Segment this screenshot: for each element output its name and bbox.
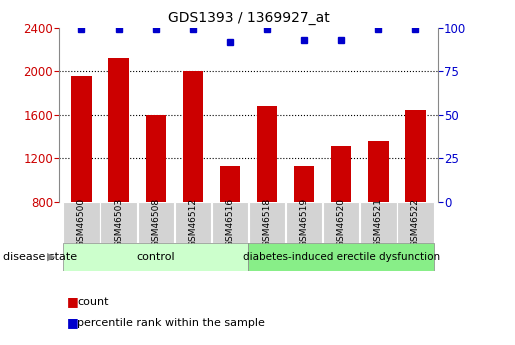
Text: GSM46503: GSM46503 <box>114 198 123 247</box>
Bar <box>183 71 203 202</box>
Bar <box>249 202 285 243</box>
Text: GSM46516: GSM46516 <box>226 198 234 247</box>
Text: GSM46518: GSM46518 <box>263 198 271 247</box>
Bar <box>108 58 129 202</box>
Text: ■: ■ <box>67 295 79 308</box>
Bar <box>257 106 277 202</box>
Bar <box>405 110 426 202</box>
Text: ▶: ▶ <box>47 252 56 262</box>
Text: diabetes-induced erectile dysfunction: diabetes-induced erectile dysfunction <box>243 252 440 262</box>
Bar <box>331 146 351 202</box>
Bar <box>175 202 211 243</box>
Bar <box>212 202 248 243</box>
Bar <box>248 243 434 271</box>
Bar <box>368 141 389 202</box>
Text: GSM46508: GSM46508 <box>151 198 160 247</box>
Text: GSM46512: GSM46512 <box>188 198 197 247</box>
Text: GSM46522: GSM46522 <box>411 198 420 247</box>
Bar <box>286 202 322 243</box>
Text: disease state: disease state <box>3 252 77 262</box>
Bar <box>100 202 137 243</box>
Bar <box>63 243 248 271</box>
Bar <box>294 166 314 202</box>
Bar <box>360 202 397 243</box>
Text: GSM46521: GSM46521 <box>374 198 383 247</box>
Text: control: control <box>136 252 175 262</box>
Title: GDS1393 / 1369927_at: GDS1393 / 1369927_at <box>167 11 330 25</box>
Text: GSM46500: GSM46500 <box>77 198 86 247</box>
Bar <box>323 202 359 243</box>
Bar <box>63 202 100 243</box>
Bar <box>397 202 434 243</box>
Text: ■: ■ <box>67 316 79 329</box>
Bar <box>220 166 240 202</box>
Bar <box>71 76 92 202</box>
Bar <box>146 115 166 202</box>
Text: GSM46519: GSM46519 <box>300 198 308 247</box>
Text: GSM46520: GSM46520 <box>337 198 346 247</box>
Text: percentile rank within the sample: percentile rank within the sample <box>77 318 265 327</box>
Bar <box>138 202 174 243</box>
Text: count: count <box>77 297 109 307</box>
